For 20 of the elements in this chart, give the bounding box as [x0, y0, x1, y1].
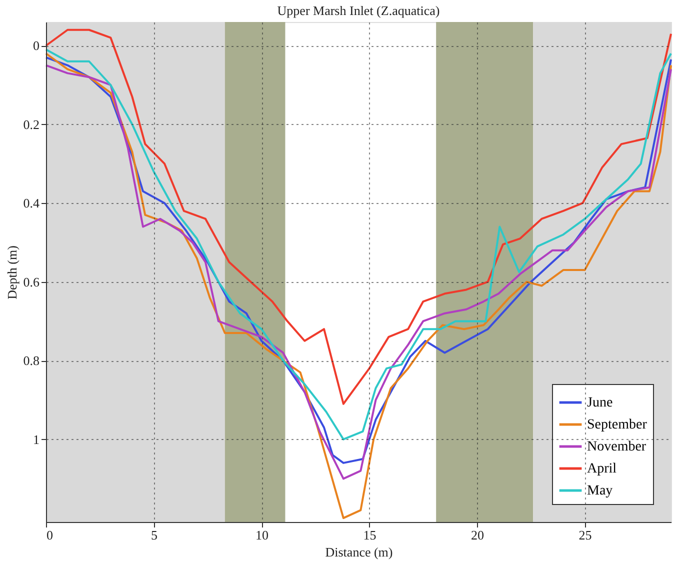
x-axis-title: Distance (m): [325, 544, 393, 560]
legend-label: April: [587, 462, 617, 476]
chart-title: Upper Marsh Inlet (Z.aquatica): [277, 3, 440, 18]
y-tick-label: 0.8: [23, 353, 40, 368]
y-tick-label: 0: [33, 38, 40, 54]
x-tick-label: 5: [151, 528, 158, 542]
legend-label: September: [587, 418, 648, 432]
y-tick-label: 1: [33, 432, 40, 447]
y-tick-label: 0.2: [23, 116, 40, 132]
y-axis-title: Depth (m): [4, 246, 20, 300]
x-tick-label: 0: [46, 528, 53, 542]
y-tick-label: 0.4: [23, 196, 40, 211]
y-tick-label: 0.6: [23, 274, 40, 290]
x-tick-label: 25: [578, 528, 592, 542]
legend-label: June: [587, 396, 613, 410]
legend-label: November: [587, 440, 646, 454]
x-tick-label: 20: [471, 528, 484, 542]
legend-label: May: [587, 484, 613, 498]
x-tick-label: 10: [256, 528, 269, 542]
x-tick-label: 15: [363, 528, 376, 542]
